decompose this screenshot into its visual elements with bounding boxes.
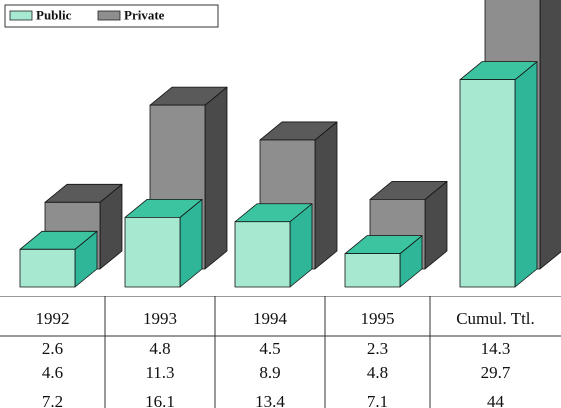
bar-side xyxy=(204,86,228,270)
bar xyxy=(124,198,203,288)
legend-swatch xyxy=(97,10,121,21)
table-cell: 14.3 xyxy=(481,339,511,358)
column-header: Cumul. Ttl. xyxy=(456,309,535,328)
bar-side xyxy=(314,121,338,270)
bar-front xyxy=(124,216,181,288)
column-header: 1993 xyxy=(143,309,177,328)
bar-front xyxy=(234,221,291,288)
bar-front xyxy=(344,253,401,288)
table-cell: 2.6 xyxy=(42,339,63,358)
total-cell: 44 xyxy=(487,392,505,408)
bar xyxy=(19,230,98,288)
bar-side xyxy=(514,61,538,288)
total-cell: 7.1 xyxy=(367,392,388,408)
total-cell: 13.4 xyxy=(255,392,285,408)
total-cell: 16.1 xyxy=(145,392,175,408)
bar xyxy=(234,203,313,288)
table-cell: 4.6 xyxy=(42,363,63,382)
column-header: 1994 xyxy=(253,309,288,328)
table-cell: 4.5 xyxy=(259,339,280,358)
bar xyxy=(459,61,538,288)
table-cell: 8.9 xyxy=(259,363,280,382)
table-cell: 29.7 xyxy=(481,363,511,382)
table-cell: 4.8 xyxy=(367,363,388,382)
bar-front xyxy=(19,248,76,288)
total-cell: 7.2 xyxy=(42,392,63,408)
table-cell: 11.3 xyxy=(145,363,174,382)
legend-label: Private xyxy=(124,7,165,22)
column-header: 1992 xyxy=(36,309,70,328)
bar xyxy=(344,235,423,288)
bar-side xyxy=(539,0,561,270)
legend-swatch xyxy=(9,10,33,21)
legend-label: Public xyxy=(36,7,72,22)
table-cell: 4.8 xyxy=(149,339,170,358)
table-cell: 2.3 xyxy=(367,339,388,358)
table-bg xyxy=(0,291,561,296)
bar-front xyxy=(459,79,516,288)
column-header: 1995 xyxy=(361,309,395,328)
